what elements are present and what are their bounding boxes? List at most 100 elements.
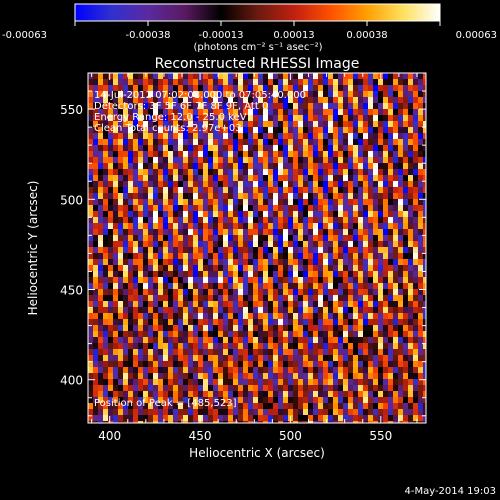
heatmap-cell [123, 343, 128, 349]
heatmap-cell [378, 397, 383, 403]
heatmap-cell [163, 373, 168, 379]
heatmap-cell [363, 295, 368, 301]
heatmap-cell [193, 103, 198, 109]
heatmap-cell [343, 385, 348, 391]
heatmap-cell [118, 415, 123, 421]
heatmap-cell [218, 313, 223, 319]
heatmap-cell [388, 343, 393, 349]
heatmap-cell [313, 247, 318, 253]
heatmap-cell [243, 397, 248, 403]
heatmap-cell [373, 169, 378, 175]
heatmap-cell [268, 199, 273, 205]
heatmap-cell [293, 217, 298, 223]
heatmap-cell [413, 115, 418, 121]
heatmap-cell [413, 295, 418, 301]
heatmap-cell [88, 163, 93, 169]
heatmap-cell [423, 73, 426, 79]
heatmap-cell [143, 379, 148, 385]
heatmap-cell [203, 133, 208, 139]
heatmap-cell [323, 97, 328, 103]
heatmap-cell [213, 85, 218, 91]
heatmap-cell [208, 217, 213, 223]
heatmap-cell [163, 307, 168, 313]
heatmap-cell [253, 121, 258, 127]
heatmap-cell [163, 349, 168, 355]
heatmap-cell [308, 367, 313, 373]
heatmap-cell [148, 211, 153, 217]
heatmap-cell [153, 337, 158, 343]
heatmap-cell [353, 331, 358, 337]
heatmap-cell [278, 391, 283, 397]
heatmap-cell [183, 277, 188, 283]
heatmap-cell [288, 97, 293, 103]
axis-ticks [88, 72, 426, 423]
heatmap-cell [173, 235, 178, 241]
heatmap-cell [153, 127, 158, 133]
heatmap-cell [258, 415, 263, 421]
heatmap-cell [298, 259, 303, 265]
heatmap-cell [333, 145, 338, 151]
heatmap-cell [313, 139, 318, 145]
heatmap-cell [293, 343, 298, 349]
heatmap-cell [338, 409, 343, 415]
heatmap-cell [203, 331, 208, 337]
heatmap-cell [393, 235, 398, 241]
heatmap-cell [373, 289, 378, 295]
heatmap-cell [423, 343, 426, 349]
heatmap-cell [288, 247, 293, 253]
heatmap-cell [263, 205, 268, 211]
heatmap-cell [138, 229, 143, 235]
heatmap-cell [163, 265, 168, 271]
heatmap-cell [263, 163, 268, 169]
heatmap-cell [323, 361, 328, 367]
heatmap-cell [383, 349, 388, 355]
heatmap-cell [103, 139, 108, 145]
heatmap-cell [303, 91, 308, 97]
heatmap-cell [108, 145, 113, 151]
heatmap-cell [143, 253, 148, 259]
heatmap-cell [123, 241, 128, 247]
heatmap-cell [138, 385, 143, 391]
heatmap-cell [348, 283, 353, 289]
heatmap-cell [228, 337, 233, 343]
colorbar-tick-label: -0.00013 [199, 30, 244, 41]
heatmap-cell [318, 403, 323, 409]
heatmap-cell [313, 271, 318, 277]
heatmap-cell [208, 415, 213, 421]
heatmap-cell [313, 397, 318, 403]
heatmap-cell [358, 115, 363, 121]
heatmap-cell [268, 85, 273, 91]
heatmap-cell [358, 259, 363, 265]
heatmap-cell [203, 157, 208, 163]
heatmap-cell [148, 367, 153, 373]
heatmap-cell [233, 295, 238, 301]
heatmap-cell [268, 421, 273, 423]
heatmap-cell [418, 343, 423, 349]
heatmap-cell [93, 247, 98, 253]
heatmap-cell [258, 121, 263, 127]
heatmap-cell [288, 409, 293, 415]
heatmap-cell [338, 133, 343, 139]
heatmap-cell [168, 79, 173, 85]
heatmap-cell [283, 301, 288, 307]
heatmap-cell [203, 121, 208, 127]
heatmap-cell [363, 103, 368, 109]
heatmap-cell [223, 163, 228, 169]
heatmap-cell [103, 271, 108, 277]
heatmap-cell [218, 73, 223, 79]
heatmap-cell [288, 295, 293, 301]
heatmap-cell [188, 151, 193, 157]
heatmap-cell [143, 97, 148, 103]
heatmap-cell [113, 349, 118, 355]
heatmap-cell [328, 211, 333, 217]
heatmap-cell [248, 109, 253, 115]
heatmap-cell [203, 421, 208, 423]
heatmap-cell [388, 367, 393, 373]
heatmap-cell [258, 91, 263, 97]
heatmap-cell [138, 331, 143, 337]
heatmap-cell [228, 361, 233, 367]
heatmap-cell [293, 199, 298, 205]
heatmap-cell [198, 127, 203, 133]
heatmap-cell [373, 85, 378, 91]
heatmap-cell [243, 187, 248, 193]
